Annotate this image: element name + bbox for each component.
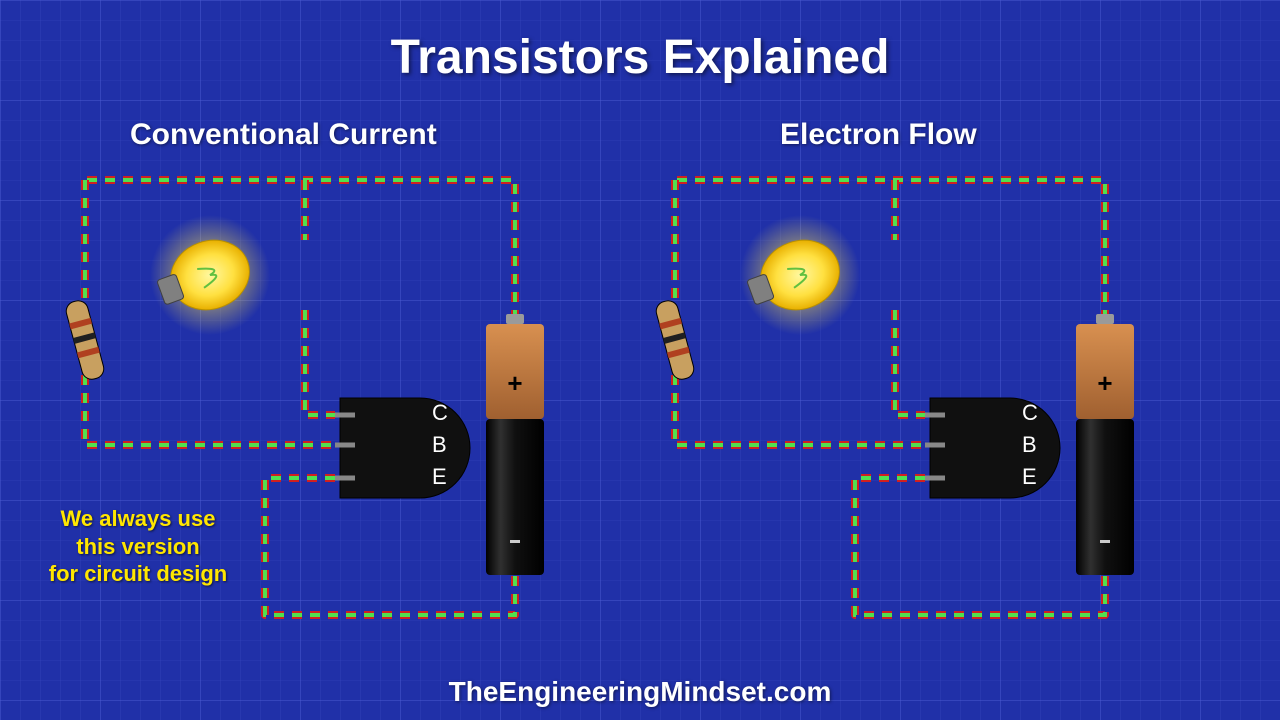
annotation-design-note: We always use this version for circuit d…	[38, 505, 238, 588]
pin-label-e-left: E	[432, 464, 447, 490]
svg-text:+: +	[1097, 368, 1112, 398]
subtitle-conventional: Conventional Current	[130, 118, 437, 152]
pin-label-b-left: B	[432, 432, 447, 458]
pin-label-e-right: E	[1022, 464, 1037, 490]
battery-icon: +	[486, 314, 544, 575]
subtitle-electron-flow: Electron Flow	[780, 118, 977, 152]
transistor-icon	[925, 398, 1060, 498]
transistor-icon	[335, 398, 470, 498]
annotation-line-1: We always use	[61, 506, 216, 531]
page-title: Transistors Explained	[0, 30, 1280, 85]
annotation-line-2: this version	[76, 534, 199, 559]
pin-label-c-right: C	[1022, 400, 1038, 426]
background-grid: +	[0, 0, 1280, 720]
svg-text:+: +	[507, 368, 522, 398]
annotation-line-3: for circuit design	[49, 561, 227, 586]
footer-credit: TheEngineeringMindset.com	[0, 676, 1280, 708]
battery-icon: +	[1076, 314, 1134, 575]
pin-label-b-right: B	[1022, 432, 1037, 458]
pin-label-c-left: C	[432, 400, 448, 426]
